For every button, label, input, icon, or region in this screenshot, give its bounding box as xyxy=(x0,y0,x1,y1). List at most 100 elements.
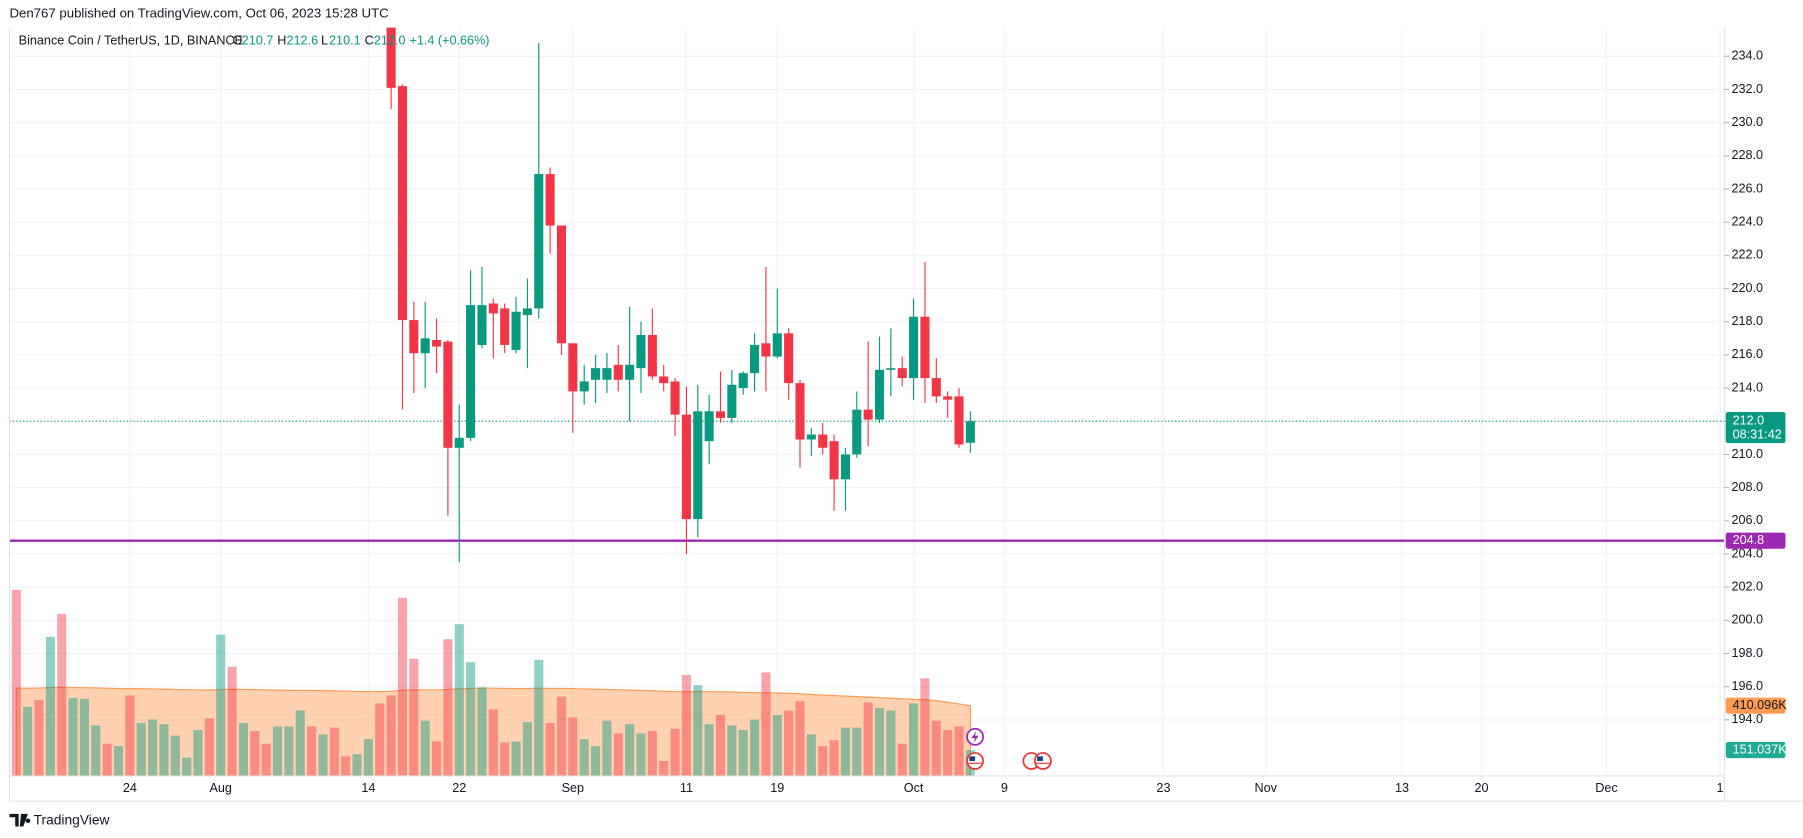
candle-body xyxy=(397,86,408,321)
y-tick-label: 208.0 xyxy=(1731,480,1763,494)
y-tick-label: 234.0 xyxy=(1731,49,1763,63)
candle-body xyxy=(931,378,941,397)
footer-text: TradingView xyxy=(34,812,110,827)
volume-bar xyxy=(636,733,646,776)
volume-bar xyxy=(704,724,714,776)
candle-body xyxy=(443,341,453,448)
volume-bar xyxy=(443,639,453,776)
volume-bar xyxy=(23,706,33,776)
y-tick-label: 200.0 xyxy=(1731,613,1763,627)
volume-bar xyxy=(727,725,737,776)
candle-body xyxy=(920,316,930,379)
volume-bar xyxy=(806,734,816,776)
candle-body xyxy=(488,303,498,314)
volume-bar xyxy=(954,726,964,776)
y-tick-label: 218.0 xyxy=(1731,314,1763,328)
legend-change: +1.4 (+0.66%) xyxy=(410,34,490,48)
volume-bar xyxy=(113,746,124,776)
candle-body xyxy=(647,334,657,377)
volume-bar xyxy=(182,757,192,776)
volume-bar xyxy=(363,739,373,776)
candle-body xyxy=(909,316,919,379)
legend-label: H xyxy=(277,34,286,48)
volume-bar xyxy=(522,721,532,776)
volume-bar xyxy=(602,720,612,776)
x-tick-label: 19 xyxy=(770,781,784,795)
y-tick-label: 206.0 xyxy=(1731,513,1763,527)
x-tick-label: 11 xyxy=(680,781,693,795)
y-tick-label: 232.0 xyxy=(1731,82,1763,96)
volume-bar xyxy=(329,727,339,776)
legend-label: C xyxy=(365,34,374,48)
event-icon[interactable] xyxy=(966,752,984,770)
candle-body xyxy=(704,411,714,442)
x-tick-label: 1 xyxy=(1716,781,1723,795)
volume-bar xyxy=(795,701,805,776)
legend-close: 212.0 xyxy=(374,34,406,48)
volume-bar xyxy=(91,725,101,776)
candle-body xyxy=(602,368,612,380)
legend-low: 210.1 xyxy=(329,34,361,48)
candle-body xyxy=(829,441,839,480)
volume-bar xyxy=(466,662,476,776)
candle-body xyxy=(852,409,862,455)
y-tick-label: 222.0 xyxy=(1731,248,1763,262)
candle-body xyxy=(420,338,430,354)
y-tick-label: 202.0 xyxy=(1731,579,1763,593)
volume-bar xyxy=(488,709,498,776)
footer-logo xyxy=(9,813,31,827)
legend-open: 210.7 xyxy=(242,34,274,48)
volume-bar xyxy=(840,727,850,776)
candle-body xyxy=(874,369,885,420)
volume-bar xyxy=(386,695,396,776)
volume-bar xyxy=(420,720,430,776)
candle-body xyxy=(715,411,726,418)
y-tick-label: 230.0 xyxy=(1731,115,1763,129)
candle-body xyxy=(738,373,748,389)
plot-area xyxy=(9,27,1725,776)
volume-bar xyxy=(556,696,567,776)
legend-high: 212.6 xyxy=(287,34,319,48)
volume-bar xyxy=(170,735,180,776)
candle-body xyxy=(954,396,964,445)
volume-bar xyxy=(148,719,158,776)
legend-label: O xyxy=(232,34,242,48)
volume-bar xyxy=(204,718,214,776)
x-tick-label: 24 xyxy=(123,781,137,795)
volume-bar xyxy=(261,743,271,776)
volume-bar xyxy=(886,710,896,776)
volume-bar xyxy=(341,756,351,776)
candle-body xyxy=(477,305,487,345)
candle-body xyxy=(625,364,635,380)
volume-bar xyxy=(216,634,226,776)
volume-bar xyxy=(738,730,748,776)
volume-bar xyxy=(613,733,623,776)
volume-bar xyxy=(681,674,691,776)
candle-body xyxy=(863,409,873,420)
volume-bar xyxy=(284,726,294,776)
volume-bar xyxy=(591,746,601,776)
x-tick-label: Nov xyxy=(1254,781,1277,795)
y-tick-label: 214.0 xyxy=(1731,380,1763,394)
candle-body xyxy=(772,333,782,357)
publish-header: Den767 published on TradingView.com, Oct… xyxy=(9,5,389,20)
volume-bar xyxy=(647,731,657,776)
volume-bar xyxy=(772,714,782,776)
symbol-title: Binance Coin / TetherUS, 1D, BINANCE xyxy=(19,34,243,48)
x-tick-label: 20 xyxy=(1474,781,1488,795)
volume-bar xyxy=(136,722,146,776)
x-tick-label: 23 xyxy=(1156,781,1170,795)
event-icon[interactable] xyxy=(1022,752,1052,770)
volume-bar xyxy=(352,754,362,776)
volume-bar xyxy=(397,597,408,776)
last-price-badge xyxy=(1725,412,1786,444)
level-badge xyxy=(1725,532,1786,549)
volume-bar xyxy=(931,720,941,776)
volume-bar xyxy=(57,613,67,776)
volume-bar xyxy=(45,636,55,776)
volume-bar xyxy=(874,708,885,776)
volume-bar xyxy=(159,724,169,776)
volume-bar xyxy=(897,743,907,776)
